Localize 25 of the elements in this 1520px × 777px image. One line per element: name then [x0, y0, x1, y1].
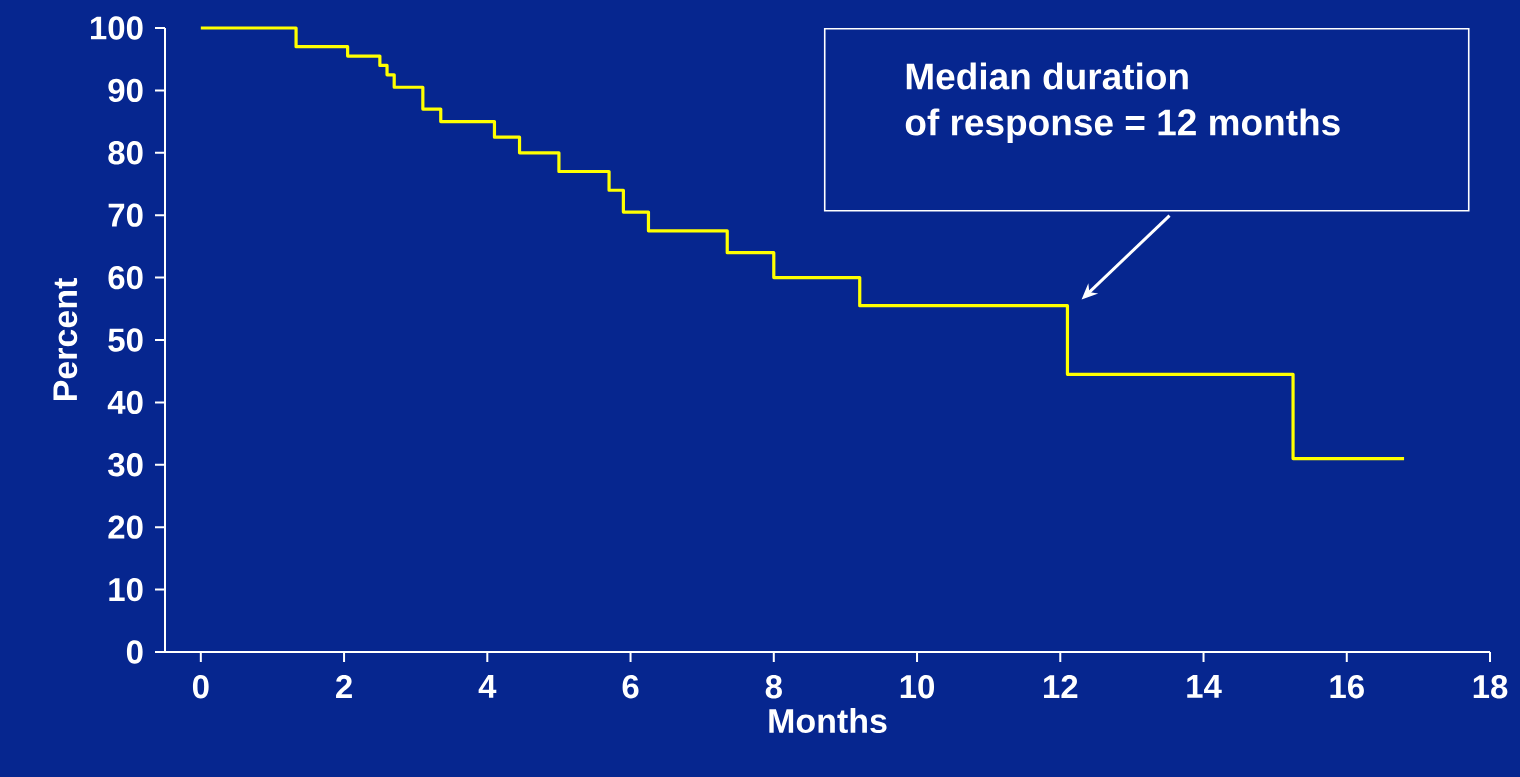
- x-tick-label: 14: [1187, 675, 1222, 698]
- x-tick-label: 2: [336, 675, 352, 699]
- y-axis-title: Percent: [53, 278, 78, 401]
- x-axis-title: Months: [769, 708, 887, 734]
- annotation: of response = 12 months: [905, 108, 1340, 143]
- y-tick-label: 100: [90, 16, 143, 40]
- y-tick-label: 90: [108, 78, 143, 103]
- x-tick-label: 8: [765, 675, 782, 699]
- y-tick-label: 0: [126, 640, 143, 664]
- x-tick-label: 4: [478, 675, 497, 698]
- y-tick-label: 80: [108, 141, 143, 165]
- y-tick-label: 50: [108, 328, 143, 352]
- x-tick-label: 10: [900, 675, 935, 699]
- x-tick-label: 18: [1473, 675, 1508, 699]
- annotation: Median duration: [906, 62, 1188, 90]
- y-tick-label: 60: [108, 265, 143, 290]
- x-tick-label: 12: [1044, 675, 1078, 699]
- y-tick-label: 40: [107, 390, 143, 415]
- x-tick-label: 0: [192, 675, 209, 699]
- x-tick-label: 16: [1330, 675, 1364, 699]
- y-tick-label: 30: [108, 453, 143, 477]
- y-tick-label: 70: [108, 203, 143, 227]
- y-tick-label: 10: [109, 577, 143, 602]
- y-tick-label: 20: [108, 515, 143, 539]
- x-tick-label: 6: [622, 675, 639, 699]
